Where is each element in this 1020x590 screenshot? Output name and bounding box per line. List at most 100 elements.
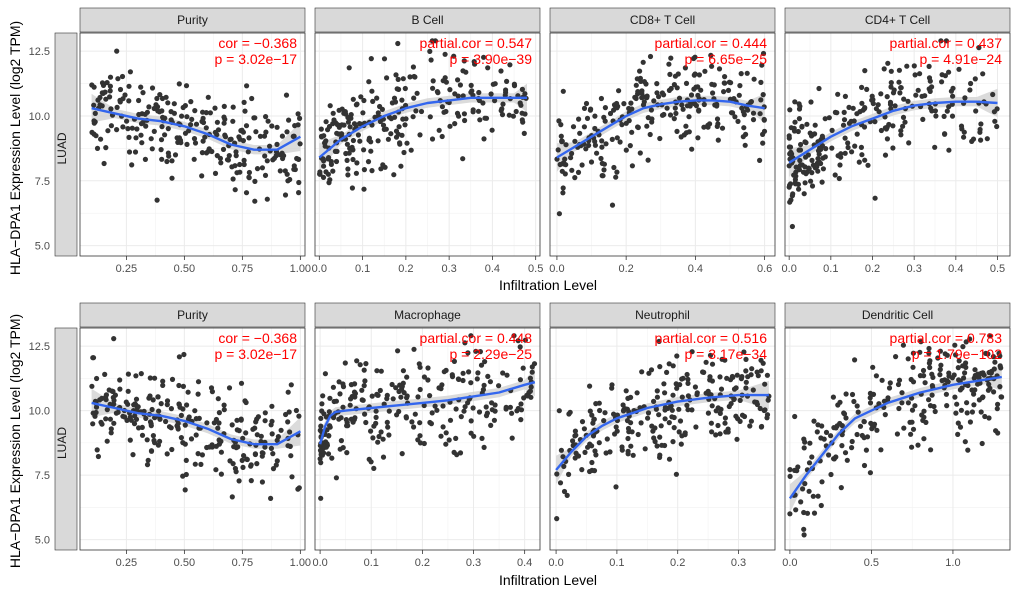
data-point (915, 442, 921, 448)
data-point (148, 136, 154, 142)
data-point (519, 86, 526, 92)
data-point (691, 55, 697, 62)
data-point (432, 403, 438, 409)
data-point (962, 370, 968, 376)
data-point (402, 122, 408, 128)
data-point (430, 78, 436, 84)
data-point (417, 386, 423, 393)
data-point (410, 114, 416, 120)
data-point (370, 98, 376, 104)
data-point (728, 110, 735, 116)
data-point (399, 383, 405, 389)
data-point (614, 428, 620, 434)
data-point (792, 99, 798, 105)
data-point (168, 109, 174, 115)
data-point (160, 114, 166, 120)
data-point (733, 413, 739, 419)
data-point (95, 97, 101, 103)
data-point (696, 72, 703, 78)
data-point (345, 172, 351, 178)
data-point (468, 333, 474, 339)
data-point (453, 435, 459, 441)
data-point (344, 157, 350, 163)
data-point (677, 418, 684, 424)
data-point (500, 101, 506, 107)
data-point (230, 461, 236, 467)
data-point (345, 119, 351, 125)
data-point (896, 79, 902, 85)
data-point (264, 158, 270, 164)
data-point (564, 492, 570, 498)
data-point (147, 419, 154, 425)
data-point (893, 354, 899, 360)
data-point (168, 406, 174, 412)
data-point (912, 403, 918, 409)
x-tick-label: 0.6 (757, 263, 772, 275)
data-point (962, 95, 968, 101)
data-point (645, 410, 652, 416)
data-point (361, 147, 367, 153)
data-point (443, 367, 449, 373)
data-point (244, 456, 250, 462)
data-point (374, 95, 380, 101)
data-point (296, 179, 302, 186)
data-point (953, 352, 959, 358)
fit-line (555, 393, 769, 471)
data-point (693, 424, 699, 430)
data-point (937, 366, 943, 373)
data-point (759, 423, 765, 430)
data-point (795, 128, 801, 135)
data-point (483, 413, 490, 419)
data-point (687, 103, 693, 109)
data-point (748, 99, 754, 105)
data-point (288, 453, 294, 459)
data-point (262, 444, 268, 450)
data-point (888, 80, 894, 86)
data-point (760, 50, 767, 57)
data-point (460, 68, 466, 74)
data-point (912, 72, 918, 78)
data-point (293, 407, 299, 414)
data-point (575, 169, 582, 175)
data-point (185, 389, 191, 395)
data-point (262, 410, 268, 416)
data-point (596, 440, 602, 446)
data-point (878, 91, 884, 97)
data-point (155, 394, 161, 400)
data-point (350, 419, 356, 425)
data-point (176, 382, 182, 389)
panel-strip (549, 7, 776, 33)
data-point (909, 444, 915, 450)
data-point (715, 121, 721, 127)
data-point (888, 68, 894, 74)
data-point (460, 370, 466, 376)
data-point (169, 175, 175, 181)
data-point (588, 106, 594, 112)
data-point (980, 71, 986, 77)
data-point (762, 381, 768, 387)
data-point (602, 118, 608, 124)
data-point (127, 69, 133, 75)
data-point (929, 84, 935, 90)
data-point (245, 149, 251, 155)
data-point (994, 406, 1000, 412)
data-point (89, 129, 95, 135)
data-point (265, 118, 271, 124)
data-point (760, 92, 766, 98)
data-point (267, 143, 273, 149)
data-point (270, 466, 277, 472)
data-point (242, 108, 248, 114)
data-point (646, 370, 652, 376)
data-point (801, 532, 807, 538)
data-point (967, 336, 973, 342)
data-point (188, 122, 194, 128)
data-point (760, 140, 766, 146)
data-point (990, 354, 997, 360)
data-point (277, 168, 283, 174)
data-point (674, 385, 680, 391)
data-point (560, 185, 566, 191)
data-point (252, 198, 258, 204)
data-point (258, 433, 264, 439)
data-point (352, 390, 358, 397)
